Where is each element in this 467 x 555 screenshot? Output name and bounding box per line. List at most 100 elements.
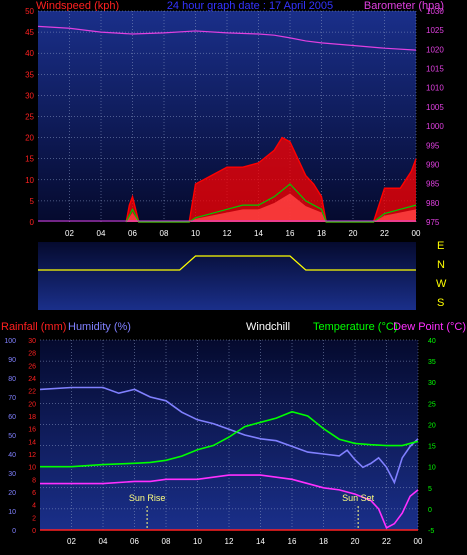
temperature-tick-label: 25 [428, 401, 436, 408]
rainfall-tick-label: 22 [28, 389, 36, 396]
wind-x-tick-label: 06 [128, 229, 137, 238]
temperature-tick-label: 20 [428, 422, 436, 429]
temperature-tick-label: 15 [428, 444, 436, 451]
wind-x-tick-label: 02 [65, 229, 74, 238]
barometer-tick-label: 980 [426, 199, 440, 208]
rainfall-tick-label: 28 [28, 351, 36, 358]
temperature-axis-title: Temperature (°C) [313, 321, 397, 333]
barometer-tick-label: 1030 [426, 7, 444, 16]
wind-x-tick-label: 10 [191, 229, 200, 238]
rainfall-tick-label: 30 [28, 338, 36, 345]
climate-series-group [39, 386, 419, 531]
wind-series-group [37, 25, 417, 223]
dewpoint-line [40, 474, 419, 530]
wind-x-tick-label: 12 [223, 229, 232, 238]
humidity-tick-label: 10 [8, 509, 16, 516]
climate-x-tick-label: 18 [319, 537, 328, 546]
axis-labels-group: 0510152025303540455097598098599099510001… [4, 7, 444, 546]
direction-plot-area [38, 242, 416, 310]
humidity-tick-label: 30 [8, 471, 16, 478]
dewpoint-axis-title: Dew Point (°C) [393, 321, 466, 333]
temperature-tick-label: 0 [428, 507, 432, 514]
barometer-tick-label: 975 [426, 218, 440, 227]
rainfall-tick-label: 4 [32, 503, 36, 510]
windspeed-axis-title: Windspeed (kph) [36, 0, 119, 12]
temperature-tick-label: 40 [428, 338, 436, 345]
climate-x-tick-label: 22 [382, 537, 391, 546]
windspeed-tick-label: 5 [30, 197, 35, 206]
climate-x-tick-label: 04 [99, 537, 108, 546]
barometer-line [37, 25, 417, 51]
barometer-tick-label: 1020 [426, 45, 444, 54]
humidity-tick-label: 70 [8, 395, 16, 402]
windspeed-tick-label: 15 [25, 155, 34, 164]
rainfall-tick-label: 14 [28, 439, 36, 446]
barometer-tick-label: 1010 [426, 84, 444, 93]
humidity-axis-title: Humidity (%) [68, 321, 131, 333]
windspeed-tick-label: 0 [30, 218, 35, 227]
gust-area [126, 137, 416, 222]
climate-x-tick-label: 12 [225, 537, 234, 546]
humidity-tick-label: 50 [8, 433, 16, 440]
rainfall-tick-label: 6 [32, 490, 36, 497]
temperature-tick-label: -5 [428, 528, 434, 535]
rainfall-tick-label: 24 [28, 376, 36, 383]
barometer-axis-title: Barometer (hpa) [364, 0, 444, 12]
rainfall-tick-label: 8 [32, 477, 36, 484]
wind-x-tick-label: 16 [286, 229, 295, 238]
wind-x-tick-label: 18 [317, 229, 326, 238]
temperature-tick-label: 35 [428, 359, 436, 366]
barometer-tick-label: 1000 [426, 122, 444, 131]
temperature-tick-label: 30 [428, 380, 436, 387]
climate-x-tick-label: 10 [193, 537, 202, 546]
sunset-label: Sun Set [342, 493, 375, 503]
wind-x-tick-label: 04 [97, 229, 106, 238]
wind-gridlines [38, 10, 417, 222]
direction-series-group [38, 255, 416, 271]
climate-x-tick-label: 14 [256, 537, 265, 546]
direction-label-e: E [437, 240, 444, 252]
wind-x-tick-label: 14 [254, 229, 263, 238]
rainfall-tick-label: 16 [28, 427, 36, 434]
humidity-tick-label: 60 [8, 414, 16, 421]
barometer-tick-label: 1005 [426, 103, 444, 112]
windspeed-tick-label: 45 [25, 28, 34, 37]
humidity-tick-label: 100 [4, 338, 16, 345]
rainfall-tick-label: 10 [28, 465, 36, 472]
rainfall-tick-label: 18 [28, 414, 36, 421]
humidity-tick-label: 20 [8, 490, 16, 497]
climate-x-tick-label: 16 [288, 537, 297, 546]
windspeed-tick-label: 25 [25, 113, 34, 122]
rainfall-tick-label: 20 [28, 401, 36, 408]
barometer-tick-label: 1015 [426, 65, 444, 74]
direction-label-s: S [437, 297, 444, 309]
barometer-tick-label: 985 [426, 180, 440, 189]
sunrise-label: Sun Rise [129, 493, 166, 503]
climate-x-tick-label: 20 [351, 537, 360, 546]
windspeed-tick-label: 30 [25, 91, 34, 100]
rainfall-tick-label: 12 [28, 452, 36, 459]
windspeed-tick-label: 40 [25, 49, 34, 58]
climate-x-tick-label: 08 [162, 537, 171, 546]
temperature-tick-label: 10 [428, 465, 436, 472]
barometer-tick-label: 995 [426, 141, 440, 150]
humidity-tick-label: 40 [8, 452, 16, 459]
barometer-tick-label: 1025 [426, 26, 444, 35]
humidity-tick-label: 80 [8, 376, 16, 383]
wind-x-tick-label: 20 [349, 229, 358, 238]
climate-plot-area [40, 340, 418, 530]
direction-label-n: N [437, 259, 445, 271]
windspeed-tick-label: 35 [25, 70, 34, 79]
windspeed-tick-label: 50 [25, 7, 34, 16]
rainfall-tick-label: 26 [28, 363, 36, 370]
climate-x-tick-label: 02 [67, 537, 76, 546]
barometer-tick-label: 990 [426, 160, 440, 169]
humidity-tick-label: 90 [8, 357, 16, 364]
humidity-line [39, 386, 419, 485]
windchill-title: Windchill [246, 321, 290, 333]
climate-x-tick-label: 06 [130, 537, 139, 546]
temperature-line [40, 410, 419, 468]
humidity-tick-label: 0 [12, 528, 16, 535]
wind-direction-line [38, 255, 416, 271]
